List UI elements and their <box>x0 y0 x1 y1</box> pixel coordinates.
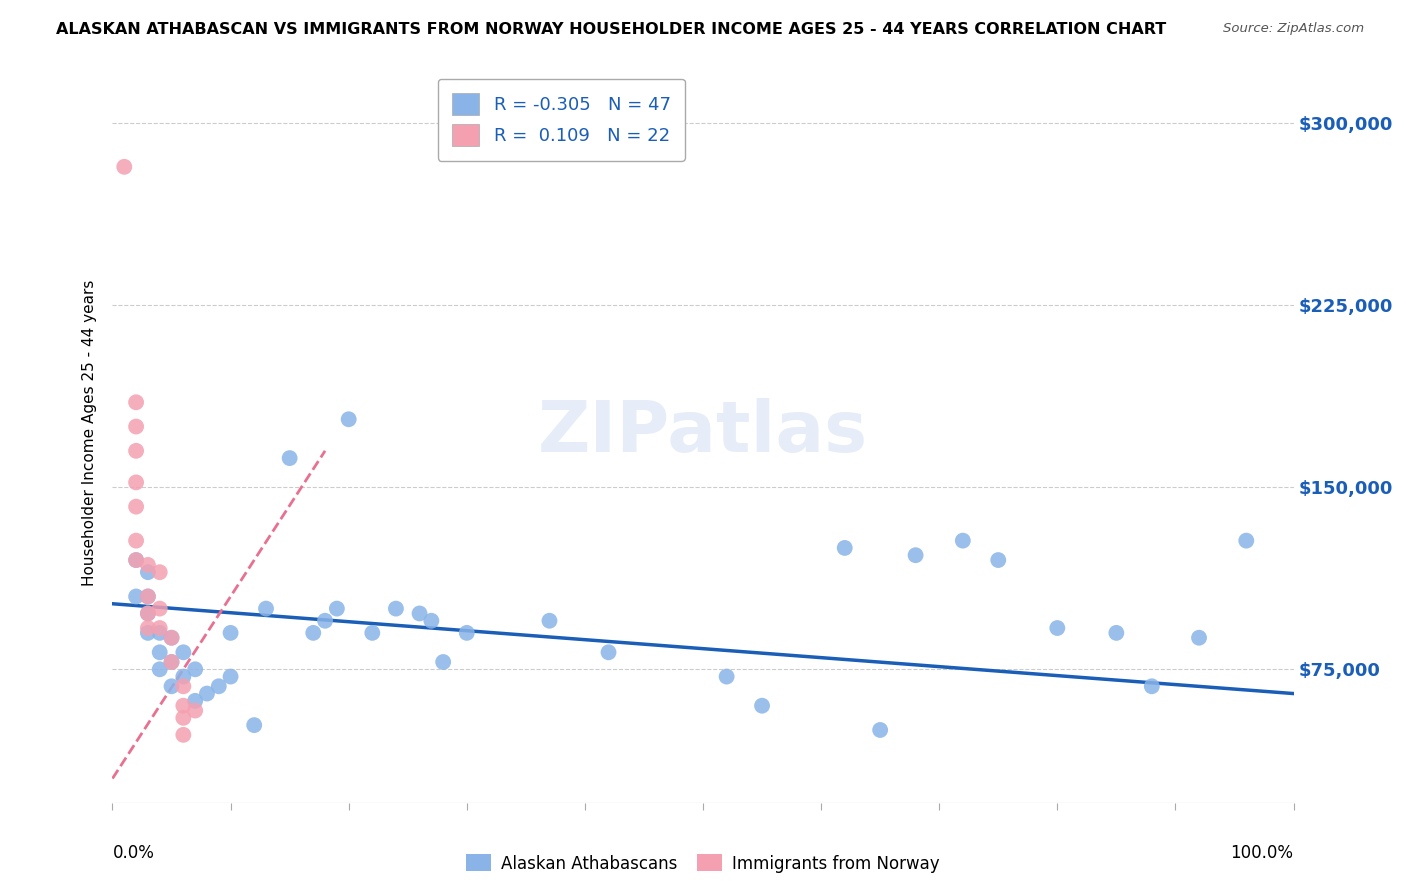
Point <box>125 533 148 548</box>
Point <box>361 626 384 640</box>
Point <box>385 601 408 615</box>
Point <box>904 548 927 562</box>
Point <box>149 645 172 659</box>
Point <box>160 631 183 645</box>
Point <box>160 631 183 645</box>
Point <box>125 395 148 409</box>
Text: Source: ZipAtlas.com: Source: ZipAtlas.com <box>1223 22 1364 36</box>
Point <box>432 655 454 669</box>
Point <box>254 601 277 615</box>
Text: ZIPatlas: ZIPatlas <box>538 398 868 467</box>
Point <box>1105 626 1128 640</box>
Point <box>1046 621 1069 635</box>
Point <box>149 662 172 676</box>
Point <box>125 419 148 434</box>
Point <box>751 698 773 713</box>
Point <box>125 475 148 490</box>
Point <box>172 679 194 693</box>
Point <box>598 645 620 659</box>
Point <box>208 679 231 693</box>
Point <box>136 626 159 640</box>
Point <box>1140 679 1163 693</box>
Point <box>172 711 194 725</box>
Point <box>243 718 266 732</box>
Point <box>408 607 430 621</box>
Point <box>337 412 360 426</box>
Point <box>172 728 194 742</box>
Y-axis label: Householder Income Ages 25 - 44 years: Householder Income Ages 25 - 44 years <box>82 279 97 586</box>
Point <box>149 601 172 615</box>
Point <box>136 558 159 572</box>
Point <box>184 662 207 676</box>
Point <box>112 160 135 174</box>
Point <box>125 553 148 567</box>
Text: 0.0%: 0.0% <box>112 844 155 862</box>
Point <box>160 655 183 669</box>
Legend: R = -0.305   N = 47, R =  0.109   N = 22: R = -0.305 N = 47, R = 0.109 N = 22 <box>437 78 685 161</box>
Point <box>869 723 891 737</box>
Legend: Alaskan Athabascans, Immigrants from Norway: Alaskan Athabascans, Immigrants from Nor… <box>460 847 946 880</box>
Point <box>160 679 183 693</box>
Point <box>136 590 159 604</box>
Point <box>278 451 301 466</box>
Point <box>184 704 207 718</box>
Point <box>136 565 159 579</box>
Point <box>456 626 478 640</box>
Point <box>172 698 194 713</box>
Point <box>125 500 148 514</box>
Text: 100.0%: 100.0% <box>1230 844 1294 862</box>
Point <box>184 694 207 708</box>
Point <box>834 541 856 555</box>
Point <box>420 614 443 628</box>
Point <box>136 607 159 621</box>
Point <box>172 669 194 683</box>
Point <box>952 533 974 548</box>
Point <box>314 614 336 628</box>
Point <box>136 607 159 621</box>
Point <box>987 553 1010 567</box>
Text: ALASKAN ATHABASCAN VS IMMIGRANTS FROM NORWAY HOUSEHOLDER INCOME AGES 25 - 44 YEA: ALASKAN ATHABASCAN VS IMMIGRANTS FROM NO… <box>56 22 1167 37</box>
Point <box>1188 631 1211 645</box>
Point <box>136 621 159 635</box>
Point <box>1234 533 1257 548</box>
Point <box>160 655 183 669</box>
Point <box>149 621 172 635</box>
Point <box>125 590 148 604</box>
Point <box>136 590 159 604</box>
Point <box>195 687 218 701</box>
Point <box>302 626 325 640</box>
Point <box>219 669 242 683</box>
Point <box>125 443 148 458</box>
Point <box>149 626 172 640</box>
Point <box>716 669 738 683</box>
Point <box>538 614 561 628</box>
Point <box>172 645 194 659</box>
Point <box>125 553 148 567</box>
Point <box>149 565 172 579</box>
Point <box>326 601 349 615</box>
Point <box>219 626 242 640</box>
